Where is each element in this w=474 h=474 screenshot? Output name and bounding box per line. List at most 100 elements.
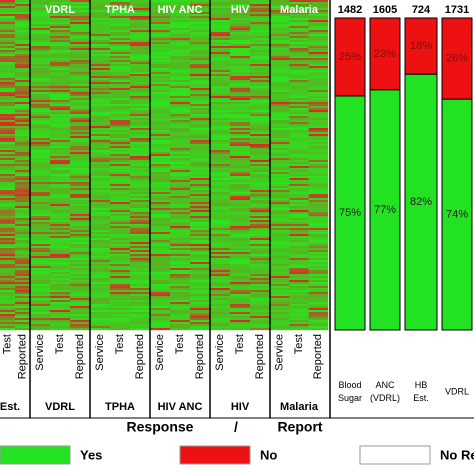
- heatmap-stripe: [289, 150, 309, 153]
- heatmap-stripe: [250, 192, 271, 195]
- heatmap-stripe: [210, 198, 231, 201]
- heatmap-stripe: [190, 324, 211, 327]
- heatmap-stripe: [0, 56, 16, 59]
- heatmap-stripe: [250, 234, 271, 237]
- heatmap-stripe: [270, 204, 290, 207]
- heatmap-stripe: [270, 328, 290, 331]
- heatmap-stripe: [130, 292, 151, 295]
- heatmap-stripe: [90, 36, 111, 39]
- legend-label: No: [260, 447, 277, 462]
- heatmap-stripe: [90, 102, 111, 105]
- heatmap-stripe: [170, 158, 191, 161]
- heatmap-stripe: [250, 280, 271, 283]
- heatmap-stripe: [150, 10, 171, 13]
- heatmap-stripe: [70, 202, 91, 205]
- heatmap-stripe: [190, 248, 211, 251]
- heatmap-stripe: [270, 260, 290, 263]
- heatmap-stripe: [150, 108, 171, 111]
- heatmap-stripe: [170, 90, 191, 93]
- heatmap-stripe: [270, 270, 290, 273]
- heatmap-stripe: [70, 38, 91, 41]
- heatmap-stripe: [0, 224, 16, 227]
- heatmap-stripe: [308, 180, 329, 183]
- heatmap-stripe: [50, 178, 71, 181]
- heatmap-stripe: [150, 220, 171, 223]
- heatmap-stripe: [170, 12, 191, 15]
- heatmap-stripe: [150, 190, 171, 193]
- heatmap-stripe: [250, 148, 271, 151]
- heatmap-stripe: [150, 150, 171, 153]
- heatmap-stripe: [308, 236, 329, 239]
- heatmap-stripe: [150, 246, 171, 249]
- heatmap-stripe: [308, 30, 329, 33]
- heatmap-stripe: [110, 40, 131, 43]
- heatmap-stripe: [270, 42, 290, 45]
- heatmap-stripe: [130, 56, 151, 59]
- heatmap-stripe: [150, 200, 171, 203]
- heatmap-stripe: [250, 170, 271, 173]
- heatmap-stripe: [15, 242, 31, 245]
- heatmap-stripe: [15, 282, 31, 285]
- heatmap-stripe: [90, 202, 111, 205]
- heatmap-stripe: [50, 76, 71, 79]
- heatmap-stripe: [110, 72, 131, 75]
- heatmap-stripe: [30, 100, 51, 103]
- heatmap-stripe: [270, 168, 290, 171]
- heatmap-stripe: [170, 252, 191, 255]
- heatmap-stripe: [150, 226, 171, 229]
- heatmap-stripe: [289, 48, 309, 51]
- heatmap-stripe: [90, 234, 111, 237]
- heatmap-stripe: [90, 104, 111, 107]
- heatmap-stripe: [210, 262, 231, 265]
- heatmap-stripe: [50, 250, 71, 253]
- heatmap-stripe: [50, 134, 71, 137]
- heatmap-stripe: [15, 128, 31, 131]
- heatmap-stripe: [210, 260, 231, 263]
- heatmap-stripe: [308, 124, 329, 127]
- heatmap-stripe: [70, 178, 91, 181]
- heatmap-stripe: [70, 44, 91, 47]
- heatmap-stripe: [150, 6, 171, 9]
- heatmap-stripe: [230, 26, 251, 29]
- heatmap-stripe: [170, 0, 191, 3]
- heatmap-stripe: [270, 150, 290, 153]
- heatmap-stripe: [250, 16, 271, 19]
- heatmap-stripe: [30, 172, 51, 175]
- heatmap-stripe: [190, 234, 211, 237]
- heatmap-stripe: [15, 280, 31, 283]
- heatmap-stripe: [0, 328, 16, 331]
- heatmap-stripe: [70, 252, 91, 255]
- heatmap-stripe: [230, 124, 251, 127]
- heatmap-stripe: [308, 228, 329, 231]
- heatmap-stripe: [0, 60, 16, 63]
- heatmap-stripe: [0, 138, 16, 141]
- heatmap-stripe: [250, 116, 271, 119]
- heatmap-stripe: [190, 208, 211, 211]
- heatmap-stripe: [30, 8, 51, 11]
- heatmap-stripe: [90, 302, 111, 305]
- heatmap-stripe: [250, 176, 271, 179]
- heatmap-stripe: [50, 58, 71, 61]
- heatmap-stripe: [90, 100, 111, 103]
- heatmap-stripe: [0, 70, 16, 73]
- heatmap-stripe: [250, 40, 271, 43]
- heatmap-stripe: [190, 288, 211, 291]
- heatmap-stripe: [308, 94, 329, 97]
- heatmap-stripe: [15, 52, 31, 55]
- heatmap-stripe: [150, 182, 171, 185]
- heatmap-stripe: [190, 118, 211, 121]
- heatmap-stripe: [190, 260, 211, 263]
- heatmap-stripe: [250, 26, 271, 29]
- heatmap-stripe: [210, 18, 231, 21]
- heatmap-stripe: [110, 282, 131, 285]
- heatmap-stripe: [170, 50, 191, 53]
- heatmap-stripe: [270, 274, 290, 277]
- heatmap-stripe: [90, 74, 111, 77]
- heatmap-stripe: [250, 326, 271, 329]
- bar-segment: [334, 95, 366, 331]
- heatmap-stripe: [130, 16, 151, 19]
- value-label: 77%: [374, 204, 396, 216]
- heatmap-stripe: [130, 40, 151, 43]
- heatmap-stripe: [308, 290, 329, 293]
- heatmap-stripe: [15, 286, 31, 289]
